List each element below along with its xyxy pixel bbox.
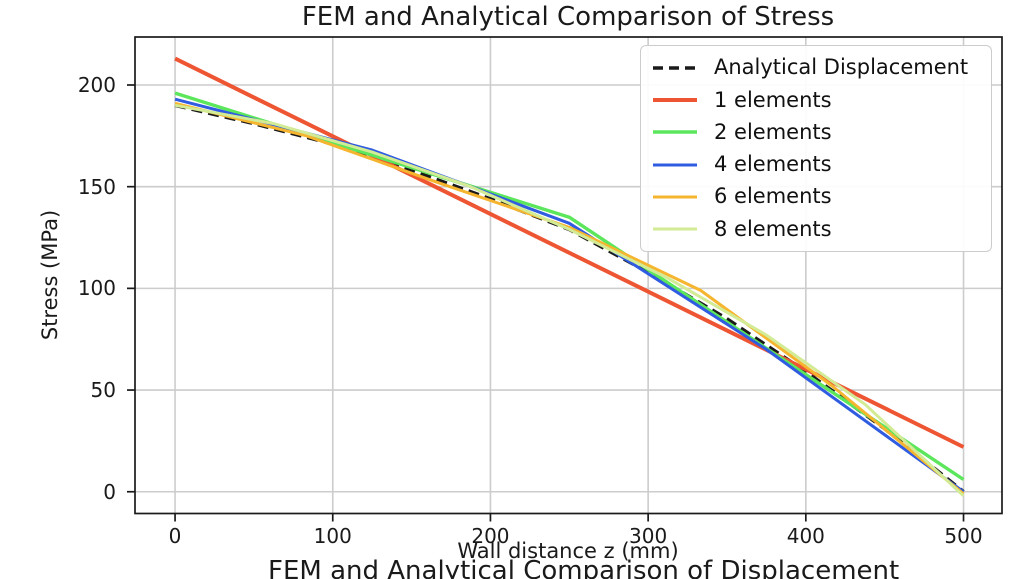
axes-spines (134, 36, 1003, 515)
legend-label: 4 elements (714, 152, 832, 177)
y-tick-label: 50 (90, 378, 116, 403)
legend-label: 8 elements (714, 216, 832, 241)
legend-label: 2 elements (714, 119, 832, 144)
y-tick-label: 0 (103, 479, 116, 504)
x-tick-label: 0 (168, 523, 182, 548)
legend-entry-6-elements: 6 elements (641, 184, 991, 209)
series-line-6-elements (174, 101, 965, 495)
legend-label: Analytical Displacement (714, 55, 969, 80)
legend-line-sample (653, 195, 697, 199)
legend-line-sample (653, 98, 697, 103)
x-tick-label: 200 (471, 523, 510, 548)
x-tick-label: 300 (629, 523, 668, 548)
x-tick-label: 500 (944, 523, 983, 548)
legend-line-sample (653, 163, 697, 167)
legend-line-sample (653, 130, 697, 135)
legend-entry-8-elements: 8 elements (641, 217, 991, 242)
y-tick-label: 150 (77, 174, 116, 199)
legend-label: 6 elements (714, 184, 832, 209)
x-axis-label: Wall distance z (mm) (457, 539, 679, 563)
legend-line-sample (653, 227, 697, 231)
chart-title: FEM and Analytical Comparison of Stress (301, 2, 835, 32)
legend-entry-analytical-displacement: Analytical Displacement (641, 55, 991, 80)
series-line-8-elements (174, 103, 965, 497)
next-chart-title-clipped: FEM and Analytical Comparison of Displac… (268, 556, 900, 579)
y-axis-label: Stress (MPa) (38, 209, 62, 341)
legend-entry-1-elements: 1 elements (641, 88, 991, 113)
legend: Analytical Displacement 1 elements 2 eleme… (640, 45, 992, 252)
x-tick-label: 100 (313, 523, 352, 548)
y-tick-label: 200 (77, 72, 116, 97)
legend-entry-2-elements: 2 elements (641, 120, 991, 145)
legend-label: 1 elements (714, 87, 832, 112)
legend-line-sample (653, 65, 697, 70)
x-tick-label: 400 (786, 523, 825, 548)
y-tick-label: 100 (77, 276, 116, 301)
legend-entry-4-elements: 4 elements (641, 152, 991, 177)
